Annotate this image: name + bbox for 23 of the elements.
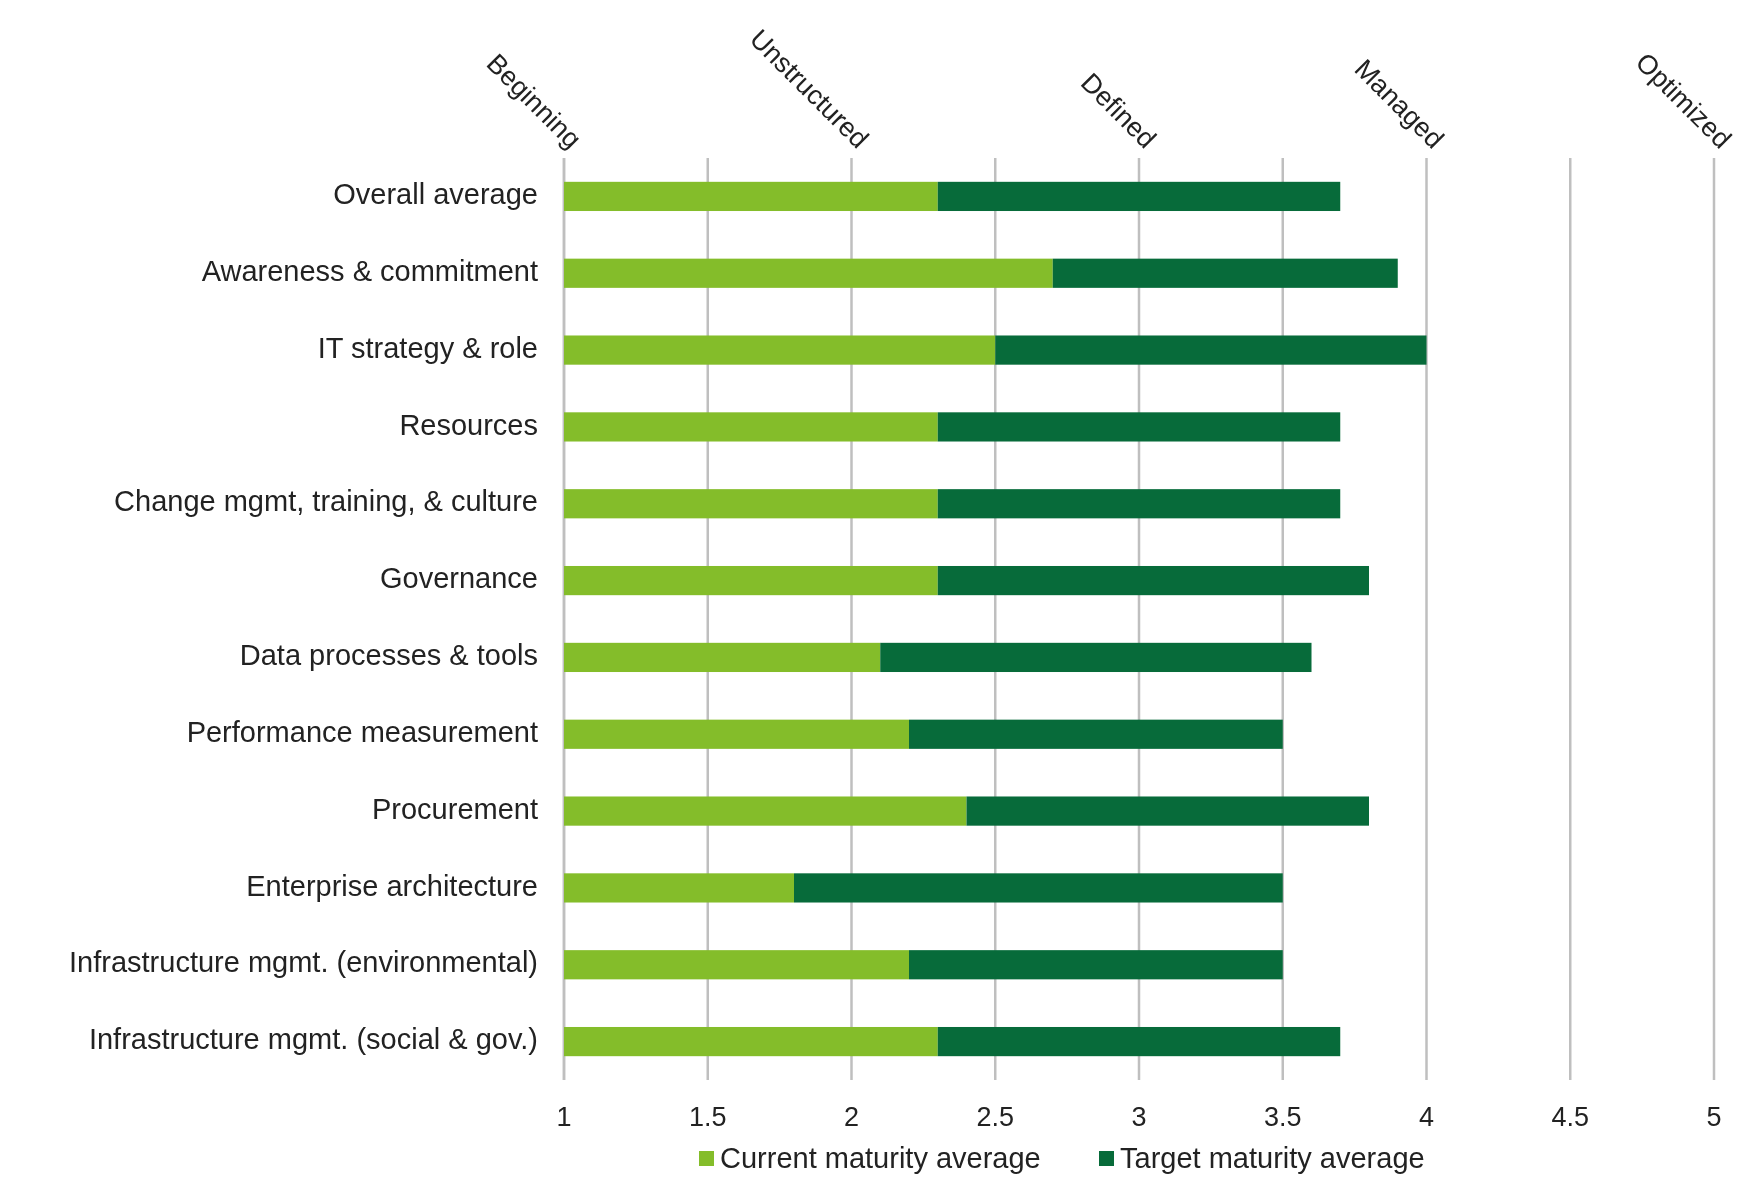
x-tick-label: 1.5 [688,1102,727,1132]
x-tick-label: 4 [1418,1102,1435,1132]
y-tick-label: Infrastructure mgmt. (social & gov.) [88,1023,538,1056]
legend-label: Current maturity average [720,1142,1041,1174]
x-tick-label: 5 [1706,1102,1722,1132]
y-tick-label: Infrastructure mgmt. (environmental) [69,946,538,979]
y-tick-label: Data processes & tools [239,639,538,672]
y-tick-label: Change mgmt, training, & culture [114,485,538,518]
x-tick-label: 1 [556,1102,572,1132]
x-tick-label: 2.5 [976,1102,1015,1132]
y-tick-label: Enterprise architecture [246,869,538,902]
legend-label: Target maturity average [1120,1142,1425,1174]
y-tick-label: IT strategy & role [317,331,538,364]
x-tick-label: 3.5 [1263,1102,1302,1132]
y-tick-label: Procurement [371,792,538,825]
y-tick-label: Overall average [333,178,538,211]
x-tick-label: 2 [843,1102,860,1132]
y-tick-label: Awareness & commitment [201,254,538,287]
y-tick-label: Resources [399,408,538,441]
y-tick-label: Performance measurement [186,715,538,748]
y-tick-label: Governance [380,562,538,595]
x-tick-label: 4.5 [1551,1102,1590,1132]
x-tick-label: 3 [1131,1102,1147,1132]
